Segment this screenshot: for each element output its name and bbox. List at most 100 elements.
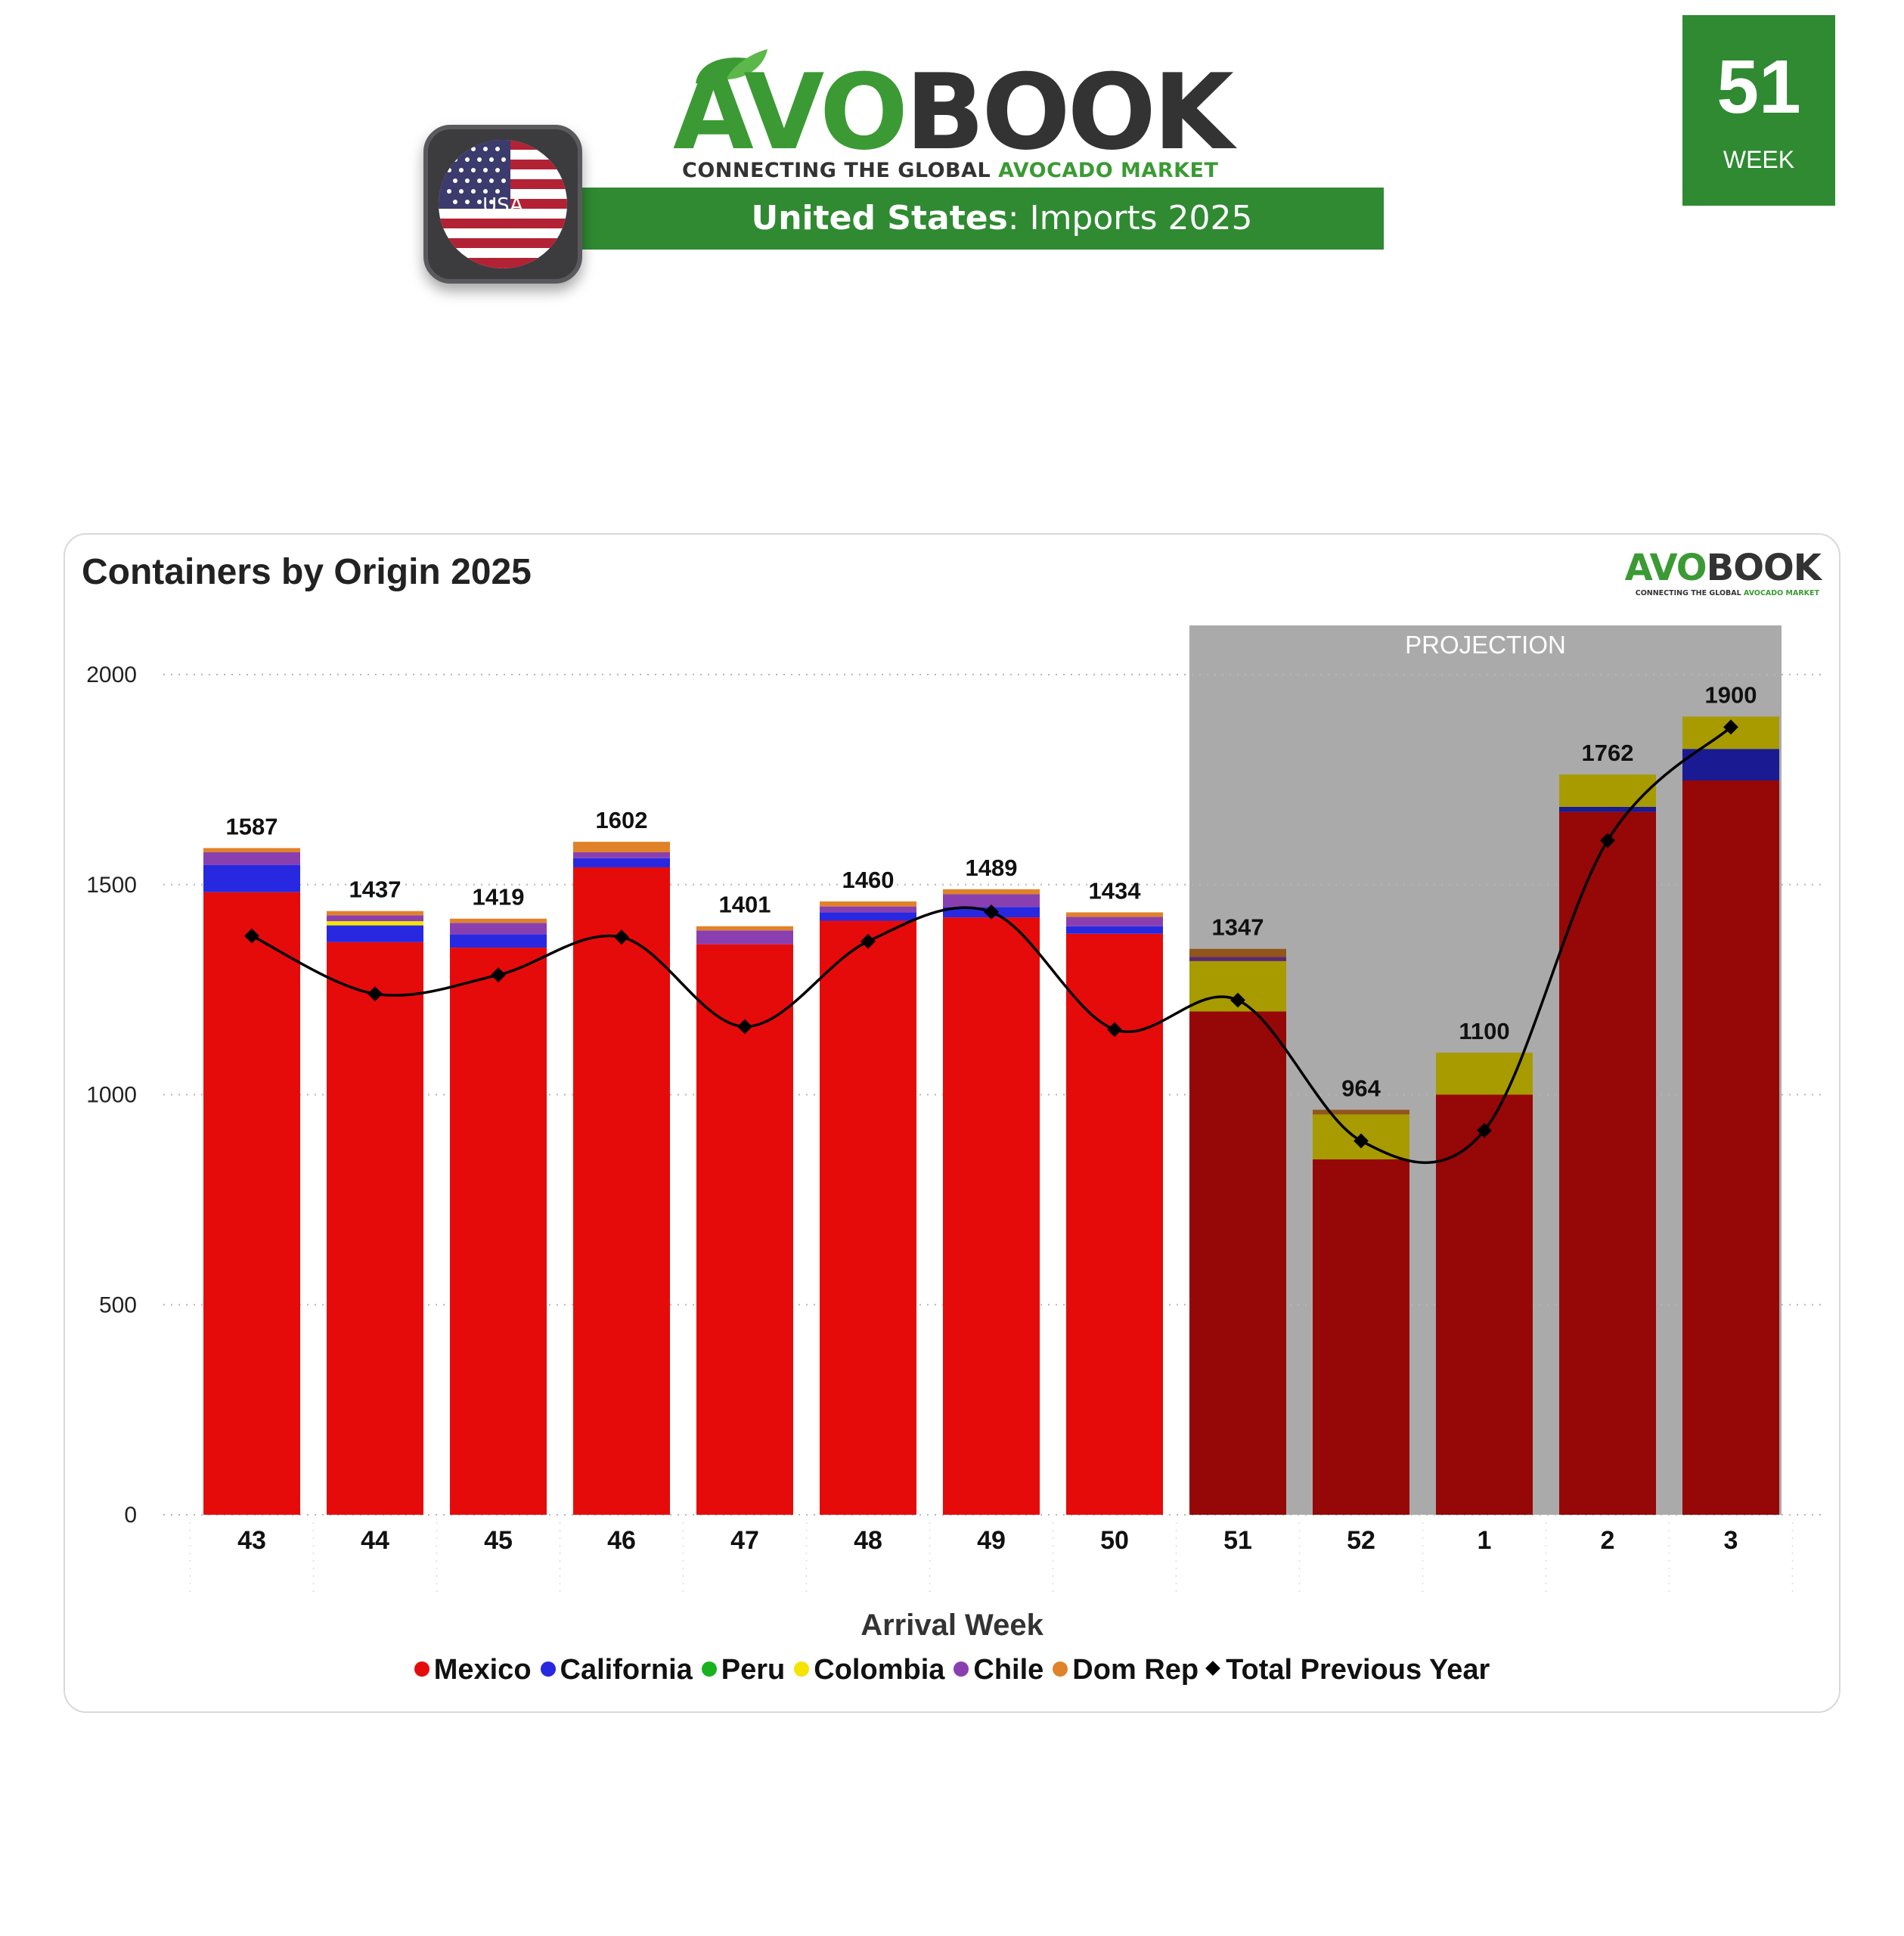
- total-label-week-50: 1434: [1089, 877, 1142, 904]
- week-badge: 51 WEEK: [1682, 15, 1835, 206]
- y-tick-label: 1500: [86, 873, 137, 898]
- card-logo-tagline: CONNECTING THE GLOBAL AVOCADO MARKET: [1635, 589, 1819, 597]
- previous-year-line: [251, 726, 1732, 1165]
- projection-label: PROJECTION: [1405, 631, 1566, 659]
- legend-item-peru: Peru: [701, 1654, 786, 1686]
- bar-dom-rep-week-52: [1313, 1109, 1409, 1115]
- y-tick-label: 2000: [86, 662, 137, 687]
- card-avobook-logo: AVOBOOK CONNECTING THE GLOBAL AVOCADO MA…: [1625, 550, 1822, 603]
- total-label-week-48: 1460: [842, 867, 895, 893]
- x-tick-label: 49: [977, 1526, 1006, 1555]
- legend-label: Peru: [721, 1654, 786, 1686]
- bar-dom-rep-week-49: [943, 889, 1040, 895]
- x-axis-title: Arrival Week: [861, 1609, 1043, 1642]
- bar-chile-week-47: [696, 930, 793, 945]
- previous-year-point-week-43: [244, 928, 259, 944]
- chart-title: Containers by Origin 2025: [82, 552, 532, 592]
- logo-wordmark: AVOBOOK: [673, 51, 1234, 173]
- bar-california-week-44: [327, 925, 423, 942]
- usa-flag-icon: USA: [439, 140, 567, 268]
- bar-chile-week-49: [943, 894, 1040, 908]
- week-label: WEEK: [1723, 146, 1795, 173]
- legend-label: California: [560, 1654, 693, 1686]
- bar-mexico-week-45: [450, 948, 547, 1515]
- bar-mexico-week-52: [1313, 1159, 1409, 1515]
- bar-mexico-week-46: [573, 867, 670, 1515]
- x-tick-label: 1: [1478, 1526, 1492, 1555]
- bar-california-week-46: [573, 858, 670, 867]
- previous-year-point-week-50: [1107, 1022, 1122, 1038]
- total-label-week-49: 1489: [966, 855, 1018, 881]
- avobook-logo: AVOBOOK CONNECTING THE GLOBAL AVOCADO MA…: [665, 45, 1240, 189]
- bar-dom-rep-week-45: [450, 918, 547, 923]
- previous-year-point-week-1: [1477, 1122, 1492, 1138]
- legend-dot-marker: [1053, 1661, 1068, 1677]
- total-label-week-46: 1602: [596, 807, 648, 833]
- bar-california-week-45: [450, 934, 547, 948]
- x-tick-label: 43: [237, 1526, 266, 1555]
- bar-california-week-43: [203, 864, 300, 892]
- legend-label: Total Previous Year: [1226, 1654, 1490, 1686]
- bar-colombia-week-2: [1559, 774, 1656, 807]
- total-label-week-2: 1762: [1582, 740, 1634, 766]
- flag-label: USA: [482, 194, 523, 217]
- previous-year-point-week-45: [491, 967, 506, 983]
- chart-card: PROJECTION 0 500 1000 1500 2000 1587 43 1437 44…: [64, 533, 1840, 1713]
- y-tick-label: 1000: [86, 1083, 137, 1108]
- x-tick-label: 51: [1223, 1526, 1252, 1555]
- legend-dot-marker: [540, 1661, 556, 1677]
- bar-colombia-week-44: [327, 921, 423, 926]
- bar-mexico-week-51: [1189, 1011, 1286, 1515]
- total-label-week-47: 1401: [719, 892, 771, 918]
- bar-mexico-week-44: [327, 942, 423, 1515]
- logo-tagline: CONNECTING THE GLOBAL AVOCADO MARKET: [682, 159, 1219, 182]
- previous-year-point-week-47: [737, 1019, 752, 1035]
- bar-mexico-week-50: [1066, 933, 1163, 1515]
- x-tick-label: 3: [1724, 1526, 1738, 1555]
- previous-year-point-week-3: [1723, 719, 1738, 735]
- bar-mexico-week-2: [1559, 811, 1656, 1515]
- previous-year-point-week-49: [984, 904, 999, 920]
- legend-dot-marker: [414, 1661, 429, 1677]
- total-label-week-45: 1419: [473, 884, 525, 911]
- bar-california-week-2: [1559, 806, 1656, 812]
- previous-year-point-week-51: [1230, 992, 1245, 1008]
- legend-item-california: California: [540, 1654, 693, 1686]
- legend-item-dom-rep: Dom Rep: [1053, 1654, 1199, 1686]
- bar-mexico-week-3: [1682, 780, 1779, 1515]
- x-tick-label: 44: [361, 1526, 389, 1555]
- previous-year-point-week-48: [861, 933, 876, 949]
- bar-dom-rep-week-48: [820, 901, 916, 907]
- bar-dom-rep-week-43: [203, 848, 300, 852]
- previous-year-point-week-44: [367, 986, 383, 1002]
- legend-item-total-previous-year: Total Previous Year: [1205, 1654, 1490, 1686]
- x-tick-label: 46: [607, 1526, 636, 1555]
- card-logo-wordmark: AVOBOOK: [1624, 547, 1822, 589]
- total-label-week-51: 1347: [1212, 914, 1264, 941]
- total-label-week-1: 1100: [1459, 1018, 1509, 1044]
- total-label-week-3: 1900: [1705, 682, 1757, 709]
- bar-chile-week-50: [1066, 917, 1163, 926]
- bar-colombia-week-1: [1436, 1052, 1533, 1095]
- chart-legend: Mexico California Peru Colombia Chile Dom Rep…: [65, 1654, 1839, 1686]
- previous-year-point-week-46: [614, 929, 629, 945]
- legend-diamond-marker: [1205, 1661, 1220, 1676]
- previous-year-point-week-2: [1600, 833, 1615, 849]
- y-tick-label: 500: [99, 1292, 137, 1317]
- legend-item-mexico: Mexico: [414, 1654, 532, 1686]
- bar-chile-week-48: [820, 906, 916, 913]
- x-tick-label: 48: [854, 1526, 882, 1555]
- bar-chile-week-45: [450, 923, 547, 935]
- legend-item-colombia: Colombia: [794, 1654, 944, 1686]
- x-tick-label: 50: [1100, 1526, 1129, 1555]
- usa-flag-badge: USA: [423, 125, 582, 284]
- bar-dom-rep-week-46: [573, 842, 670, 852]
- x-tick-label: 47: [730, 1526, 759, 1555]
- bar-dom-rep-week-44: [327, 911, 423, 916]
- legend-dot-marker: [794, 1661, 810, 1677]
- legend-dot-marker: [954, 1661, 969, 1677]
- bar-mexico-week-43: [203, 892, 300, 1515]
- bar-dom-rep-week-47: [696, 926, 793, 931]
- chart-plot: PROJECTION 0 500 1000 1500 2000 1587 43 1437 44…: [86, 625, 1827, 1598]
- bar-california-week-3: [1682, 749, 1779, 780]
